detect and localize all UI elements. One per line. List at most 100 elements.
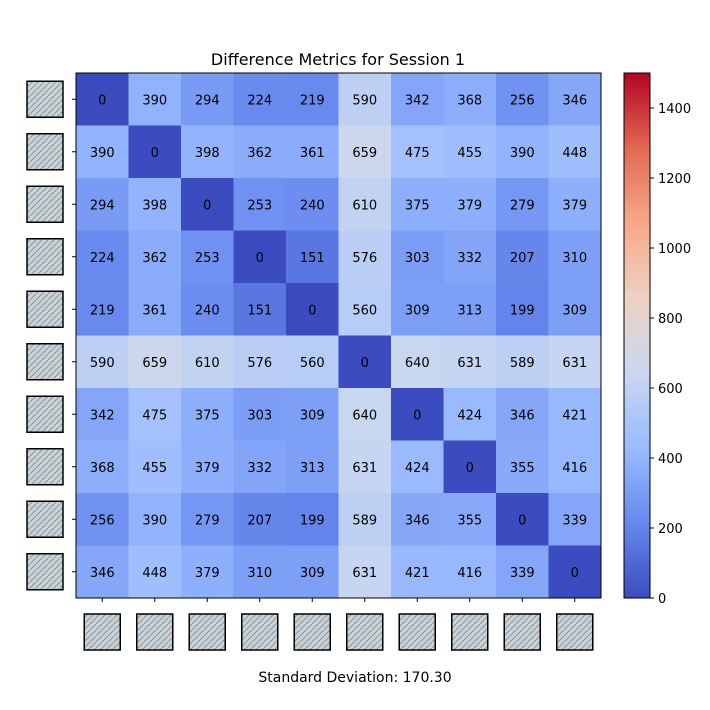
heatmap-cell bbox=[128, 335, 182, 389]
cell-value-label: 342 bbox=[90, 408, 115, 423]
cell-value-label: 207 bbox=[247, 513, 272, 528]
cell-value-label: 346 bbox=[510, 408, 535, 423]
heatmap-cell bbox=[391, 230, 444, 284]
cell-value-label: 313 bbox=[300, 461, 325, 476]
heatmap-cell bbox=[233, 73, 287, 126]
cell-value-label: 256 bbox=[90, 513, 115, 528]
heatmap-cell bbox=[496, 388, 549, 441]
heatmap-cell bbox=[181, 178, 234, 231]
heatmap-cell bbox=[128, 73, 182, 126]
heatmap-cell bbox=[338, 125, 392, 179]
colorbar-tick-label: 0 bbox=[658, 592, 666, 607]
cell-value-label: 303 bbox=[405, 251, 430, 266]
heatmap-cell bbox=[496, 125, 549, 179]
heatmap-cell bbox=[496, 73, 549, 126]
heatmap-cell bbox=[443, 545, 497, 599]
cell-value-label: 390 bbox=[142, 513, 167, 528]
heatmap-cell bbox=[443, 388, 497, 441]
cell-value-label: 224 bbox=[247, 93, 272, 108]
heatmap-cell bbox=[338, 335, 392, 389]
row-image-thumbnail bbox=[26, 395, 64, 433]
cell-value-label: 589 bbox=[510, 356, 535, 371]
heatmap-cell bbox=[548, 388, 602, 441]
cell-value-label: 151 bbox=[300, 251, 325, 266]
heatmap-cell bbox=[443, 440, 497, 494]
heatmap-cell bbox=[338, 440, 392, 494]
cell-value-label: 368 bbox=[90, 461, 115, 476]
heatmap-cell bbox=[443, 73, 497, 126]
heatmap-cell bbox=[286, 230, 339, 284]
row-image-thumbnail bbox=[26, 553, 64, 591]
cell-value-label: 309 bbox=[300, 408, 325, 423]
cell-value-label: 398 bbox=[142, 198, 167, 213]
heatmap-cell bbox=[128, 440, 182, 494]
cell-value-label: 589 bbox=[352, 513, 377, 528]
heatmap-cell bbox=[233, 230, 287, 284]
cell-value-label: 224 bbox=[90, 251, 115, 266]
heatmap-cell bbox=[496, 335, 549, 389]
cell-value-label: 560 bbox=[352, 303, 377, 318]
cell-value-label: 0 bbox=[98, 93, 106, 108]
heatmap-cell bbox=[128, 388, 182, 441]
heatmap-cell bbox=[286, 73, 339, 126]
heatmap-cell bbox=[76, 283, 129, 336]
cell-value-label: 379 bbox=[195, 461, 220, 476]
col-image-thumbnail bbox=[83, 613, 121, 651]
cell-value-label: 0 bbox=[308, 303, 316, 318]
cell-value-label: 339 bbox=[562, 513, 587, 528]
heatmap-cell bbox=[286, 335, 339, 389]
heatmap-cell bbox=[338, 283, 392, 336]
cell-value-label: 631 bbox=[562, 356, 587, 371]
cell-value-label: 346 bbox=[90, 566, 115, 581]
cell-value-label: 379 bbox=[195, 566, 220, 581]
cell-value-label: 332 bbox=[457, 251, 482, 266]
heatmap-cell bbox=[548, 230, 602, 284]
cell-value-label: 309 bbox=[562, 303, 587, 318]
heatmap-cell bbox=[338, 230, 392, 284]
heatmap-cell bbox=[286, 388, 339, 441]
colorbar-tick-label: 200 bbox=[658, 522, 683, 537]
heatmap-cell bbox=[496, 545, 549, 599]
heatmap-cell bbox=[76, 125, 129, 179]
cell-value-label: 640 bbox=[405, 356, 430, 371]
cell-value-label: 379 bbox=[457, 198, 482, 213]
row-image-thumbnail bbox=[26, 133, 64, 171]
cell-value-label: 303 bbox=[247, 408, 272, 423]
col-image-thumbnail bbox=[398, 613, 436, 651]
col-image-thumbnail bbox=[188, 613, 226, 651]
heatmap-cell bbox=[548, 125, 602, 179]
cell-value-label: 590 bbox=[352, 93, 377, 108]
heatmap-cell bbox=[233, 545, 287, 599]
heatmap-cell bbox=[233, 388, 287, 441]
heatmap-cell bbox=[286, 178, 339, 231]
cell-value-label: 475 bbox=[405, 146, 430, 161]
heatmap-cell bbox=[233, 335, 287, 389]
heatmap-cell bbox=[181, 230, 234, 284]
heatmap-cell bbox=[286, 493, 339, 546]
cell-value-label: 576 bbox=[352, 251, 377, 266]
cell-value-label: 253 bbox=[195, 251, 220, 266]
cell-value-label: 421 bbox=[562, 408, 587, 423]
cell-value-label: 631 bbox=[457, 356, 482, 371]
heatmap-cells bbox=[76, 73, 602, 599]
heatmap-cell bbox=[443, 283, 497, 336]
row-image-thumbnail bbox=[26, 290, 64, 328]
heatmap-cell bbox=[548, 440, 602, 494]
cell-value-label: 0 bbox=[571, 566, 579, 581]
cell-value-label: 240 bbox=[195, 303, 220, 318]
cell-value-label: 475 bbox=[142, 408, 167, 423]
cell-value-label: 0 bbox=[413, 408, 421, 423]
heatmap-cell bbox=[391, 440, 444, 494]
cell-value-label: 355 bbox=[457, 513, 482, 528]
cell-value-label: 279 bbox=[195, 513, 220, 528]
heatmap-cell bbox=[391, 493, 444, 546]
heatmap-cell bbox=[443, 335, 497, 389]
cell-value-label: 362 bbox=[247, 146, 272, 161]
heatmap-cell bbox=[548, 545, 602, 599]
heatmap-cell bbox=[181, 73, 234, 126]
cell-value-label: 455 bbox=[457, 146, 482, 161]
colorbar-gradient bbox=[623, 72, 651, 599]
heatmap-cell bbox=[181, 388, 234, 441]
cell-value-label: 0 bbox=[466, 461, 474, 476]
